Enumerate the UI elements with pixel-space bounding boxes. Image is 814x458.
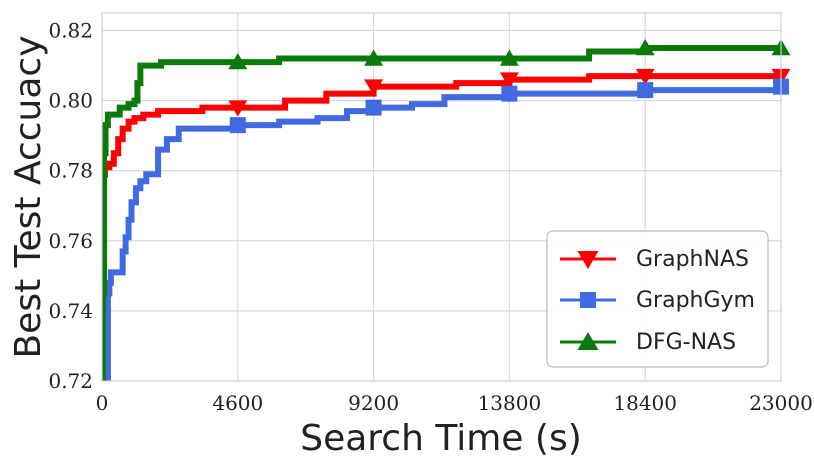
y-tick-label: 0.72	[48, 369, 93, 393]
marker-graphgym	[501, 85, 518, 102]
legend-box	[546, 230, 769, 368]
legend-swatch-graphnas	[560, 251, 616, 269]
marker-dfg-nas	[635, 39, 655, 56]
y-tick-label: 0.74	[48, 299, 93, 323]
y-tick-labels: 0.72 0.74 0.76 0.78 0.80 0.82	[48, 19, 93, 393]
series-layer	[102, 39, 791, 381]
series-line-dfg-nas	[102, 45, 781, 381]
legend-marker-graphnas	[577, 251, 599, 269]
marker-graphgym	[637, 82, 654, 99]
marker-dfg-nas	[499, 49, 519, 66]
x-tick-label: 0	[96, 391, 109, 415]
marker-graphnas	[635, 68, 655, 86]
x-axis-title: Search Time (s)	[300, 418, 582, 458]
legend: GraphNAS GraphGym DFG-NAS	[546, 230, 769, 368]
legend-marker-graphgym	[580, 292, 596, 308]
legend-entry-graphnas: GraphNAS	[560, 247, 749, 272]
legend-entry-graphgym: GraphGym	[560, 288, 755, 313]
marker-graphgym	[229, 117, 246, 134]
marker-dfg-nas	[228, 53, 248, 70]
y-tick-label: 0.76	[48, 229, 93, 253]
x-tick-label: 4600	[212, 391, 263, 415]
y-axis-title: Best Test Accuacy	[8, 35, 49, 358]
y-tick-label: 0.82	[48, 19, 93, 43]
marker-graphnas	[228, 100, 248, 117]
y-tick-label: 0.80	[48, 89, 93, 113]
marker-graphnas	[364, 79, 384, 96]
x-tick-label: 13800	[478, 391, 542, 415]
plot-frame	[101, 12, 782, 382]
y-tick-label: 0.78	[48, 159, 93, 183]
marker-graphnas	[499, 72, 519, 89]
legend-entry-dfg-nas: DFG-NAS	[560, 330, 736, 355]
marker-dfg-nas	[364, 49, 384, 66]
series-line-graphgym	[102, 86, 781, 381]
legend-swatch-dfg-nas	[560, 332, 616, 350]
legend-label-graphgym: GraphGym	[636, 288, 755, 313]
x-tick-label: 18400	[613, 391, 677, 415]
marker-graphgym	[365, 99, 382, 116]
x-tick-labels: 0 4600 9200 13800 18400 23000	[96, 391, 813, 415]
x-tick-label: 9200	[348, 391, 399, 415]
legend-marker-dfg-nas	[577, 332, 599, 350]
x-tick-label: 23000	[749, 391, 813, 415]
legend-label-dfg-nas: DFG-NAS	[636, 330, 736, 355]
legend-label-graphnas: GraphNAS	[636, 247, 749, 272]
legend-swatch-graphgym	[560, 292, 616, 308]
